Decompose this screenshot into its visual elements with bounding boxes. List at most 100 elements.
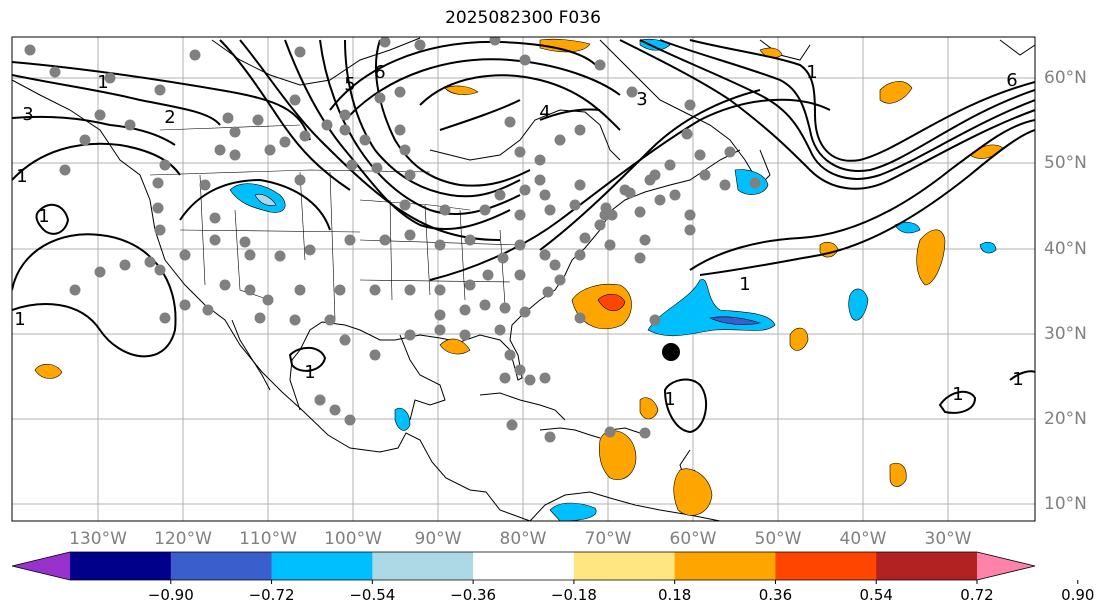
station-dot [369,349,381,361]
contour-lines [12,39,1035,434]
station-dot [749,177,761,189]
latitude-label: 50°N [1044,153,1087,173]
station-dot [294,46,306,58]
station-dot [339,124,351,136]
longitude-label: 70°W [584,529,632,549]
station-dot [544,431,556,443]
station-dot [699,169,711,181]
station-dot [222,112,234,124]
station-dot [499,372,511,384]
station-dot [294,284,306,296]
station-dot [519,54,531,66]
longitude-label: 120°W [154,529,212,549]
contour-label: 6 [374,62,385,83]
station-dot [94,266,106,278]
station-dot [434,284,446,296]
station-dot [369,284,381,296]
contour-label: 1 [952,384,963,405]
station-dot [554,134,566,146]
station-dot [459,304,471,316]
station-dot [554,274,566,286]
contour-label: 1 [38,206,49,227]
station-dot [649,169,661,181]
station-dot [262,294,274,306]
latitude-label: 10°N [1044,494,1087,514]
station-dot [504,349,516,361]
station-dot [49,66,61,78]
colorbar-tick-label: −0.36 [450,586,497,604]
station-dot [239,236,251,248]
longitude-label: 60°W [669,529,717,549]
station-dot [482,269,494,281]
colorbar [11,551,1079,584]
station-dot [574,124,586,136]
station-dot [514,146,526,158]
station-dot [494,189,506,201]
colorbar-overflow-arrow [977,552,1035,580]
station-dot [574,179,586,191]
station-dot [254,312,266,324]
colorbar-segment [775,552,877,580]
station-dot [154,264,166,276]
station-dot [497,252,509,264]
station-dot [179,299,191,311]
station-dot [569,199,581,211]
station-dot [624,187,636,199]
longitude-label: 50°W [754,529,802,549]
station-dot [669,189,681,201]
contour-label: 1 [16,166,27,187]
station-dot [264,144,276,156]
station-dot [209,212,221,224]
station-dot [152,202,164,214]
longitude-label: 100°W [324,529,382,549]
station-dot [124,119,136,131]
station-dot [359,134,371,146]
station-dot [459,329,471,341]
station-dot [214,144,226,156]
station-markers [24,37,761,443]
longitude-label: 40°W [839,529,887,549]
station-dot [344,234,356,246]
station-dot [346,159,358,171]
contour-label: 1 [1012,369,1023,390]
station-dot [229,149,241,161]
station-dot [334,284,346,296]
station-dot [626,86,638,98]
station-dot [94,109,106,121]
station-dot [594,59,606,71]
station-dot [321,119,333,131]
station-dot [434,309,446,321]
station-dot [464,234,476,246]
station-dot [394,124,406,136]
station-dot [539,189,551,201]
station-dot [504,116,516,128]
station-dot [574,249,586,261]
station-dot [519,184,531,196]
colorbar-segment [170,552,273,580]
contour-label: 5 [344,74,355,95]
station-dot [514,239,526,251]
station-dot [574,312,586,324]
station-dot [304,244,316,256]
colorbar-tick-label: 0.54 [859,586,893,604]
station-dot [159,159,171,171]
station-dot [189,49,201,61]
station-dot [724,146,736,158]
station-dot [639,427,651,439]
station-dot [24,44,36,56]
station-dot [379,37,391,48]
colorbar-segment [271,552,373,580]
state-borders [149,124,521,321]
colorbar-tick-label: 0.18 [657,586,692,604]
station-dot [684,224,696,236]
station-dot [154,84,166,96]
station-dot [604,239,616,251]
station-dot [639,234,651,246]
contour-label: 1 [304,362,315,383]
station-dot [719,179,731,191]
station-dot [374,92,386,104]
station-dot [294,174,306,186]
station-dot [579,232,591,244]
station-dot [404,169,416,181]
station-dot [324,314,336,326]
